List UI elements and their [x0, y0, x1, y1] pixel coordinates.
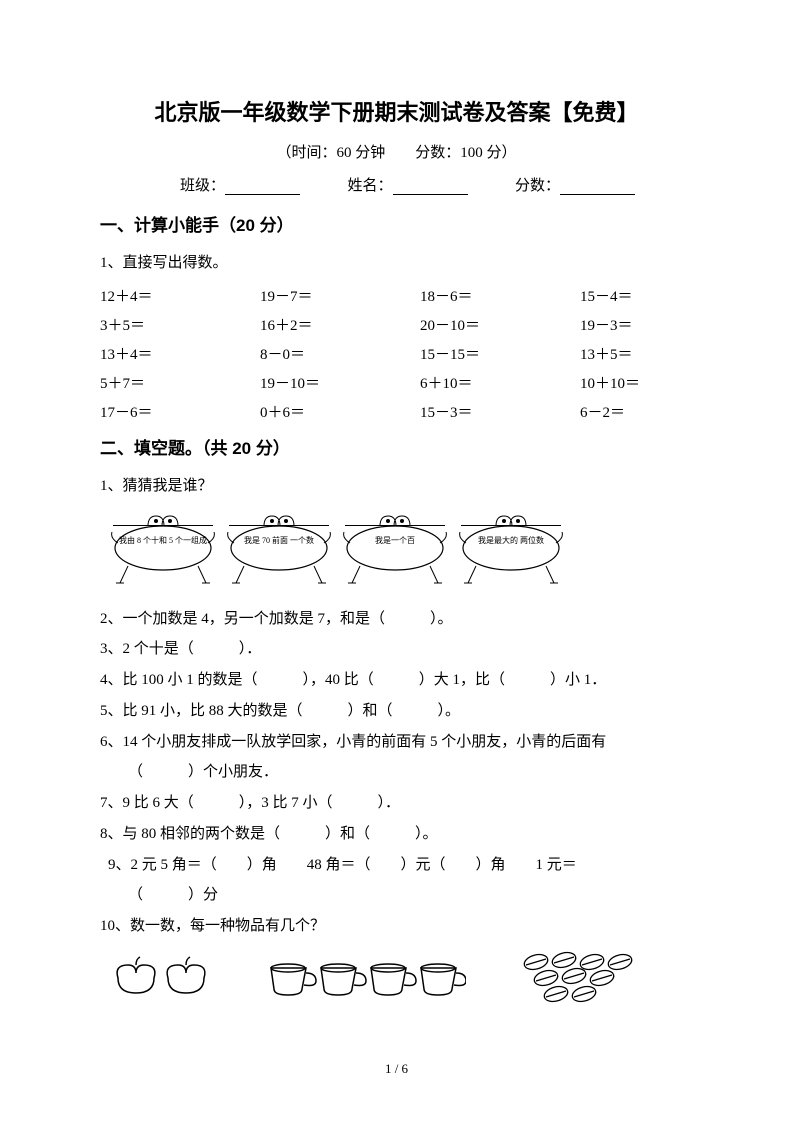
section2-heading: 二、填空题。（共 20 分） — [100, 434, 693, 459]
calc-cell: 3＋5＝ — [100, 314, 260, 335]
riddle-character: 我是最大的 两位数 — [456, 508, 566, 594]
calc-cell: 6＋10＝ — [420, 372, 580, 393]
calc-cell: 20－10＝ — [420, 314, 580, 335]
calc-cell: 15－15＝ — [420, 343, 580, 364]
riddle-row: 我由 8 个十和 5 个一组成 我是 70 前面 一个数 我是一个百 — [108, 508, 693, 594]
q1-label: 1、直接写出得数。 — [100, 248, 693, 279]
section1-heading: 一、计算小能手（20 分） — [100, 211, 693, 236]
riddle-text: 我是一个百 — [350, 536, 440, 546]
s2-q9b: （ ）分 — [100, 880, 693, 911]
count-images-row — [106, 950, 693, 1005]
s2-q4: 4、比 100 小 1 的数是（ ），40 比（ ）大 1，比（ ）小 1． — [100, 665, 693, 696]
riddle-text: 我是最大的 两位数 — [466, 536, 556, 546]
calc-cell: 13＋4＝ — [100, 343, 260, 364]
calc-cell: 19－7＝ — [260, 285, 420, 306]
calc-cell: 13＋5＝ — [580, 343, 690, 364]
riddle-text: 我是 70 前面 一个数 — [234, 536, 324, 546]
cups-icon — [266, 953, 466, 1001]
riddle-text: 我由 8 个十和 5 个一组成 — [118, 536, 208, 546]
calc-cell: 6－2＝ — [580, 401, 690, 422]
class-blank[interactable] — [225, 177, 300, 195]
riddle-character: 我是一个百 — [340, 508, 450, 594]
s2-q2: 2、一个加数是 4，另一个加数是 7，和是（ ）。 — [100, 604, 693, 635]
calc-grid: 12＋4＝ 19－7＝ 18－6＝ 15－4＝ 3＋5＝ 16＋2＝ 20－10… — [100, 285, 693, 422]
s2-q6a: 6、14 个小朋友排成一队放学回家，小青的前面有 5 个小朋友，小青的后面有 — [100, 727, 693, 758]
beans-icon — [516, 950, 636, 1005]
character-icon — [224, 508, 334, 594]
s2-q1: 1、猜猜我是谁？ — [100, 471, 693, 502]
s2-q5: 5、比 91 小，比 88 大的数是（ ）和（ ）。 — [100, 696, 693, 727]
calc-cell: 15－3＝ — [420, 401, 580, 422]
calc-cell: 16＋2＝ — [260, 314, 420, 335]
apples-icon — [106, 953, 216, 1001]
riddle-character: 我由 8 个十和 5 个一组成 — [108, 508, 218, 594]
score-label: 分数： — [515, 178, 560, 194]
calc-cell: 12＋4＝ — [100, 285, 260, 306]
calc-cell: 19－10＝ — [260, 372, 420, 393]
page-footer: 1 / 6 — [0, 1061, 793, 1077]
s2-q6b: （ ）个小朋友． — [100, 757, 693, 788]
name-label: 姓名： — [348, 178, 393, 194]
calc-cell: 18－6＝ — [420, 285, 580, 306]
exam-meta: （时间：60 分钟 分数：100 分） — [100, 141, 693, 162]
calc-cell: 19－3＝ — [580, 314, 690, 335]
s2-q8: 8、与 80 相邻的两个数是（ ）和（ ）。 — [100, 819, 693, 850]
s2-q7: 7、9 比 6 大（ ），3 比 7 小（ ）． — [100, 788, 693, 819]
calc-cell: 10＋10＝ — [580, 372, 690, 393]
class-label: 班级： — [180, 178, 225, 194]
page-title: 北京版一年级数学下册期末测试卷及答案【免费】 — [100, 95, 693, 127]
score-blank[interactable] — [560, 177, 635, 195]
s2-q9a: 9、2 元 5 角＝（ ）角 48 角＝（ ）元（ ）角 1 元＝ — [100, 850, 693, 881]
calc-cell: 0＋6＝ — [260, 401, 420, 422]
character-icon — [456, 508, 566, 594]
riddle-character: 我是 70 前面 一个数 — [224, 508, 334, 594]
calc-cell: 8－0＝ — [260, 343, 420, 364]
calc-cell: 15－4＝ — [580, 285, 690, 306]
student-info-line: 班级： 姓名： 分数： — [100, 174, 693, 195]
character-icon — [340, 508, 450, 594]
name-blank[interactable] — [393, 177, 468, 195]
calc-cell: 17－6＝ — [100, 401, 260, 422]
character-icon — [108, 508, 218, 594]
s2-q3: 3、2 个十是（ ）． — [100, 634, 693, 665]
s2-q10: 10、数一数，每一种物品有几个？ — [100, 911, 693, 942]
calc-cell: 5＋7＝ — [100, 372, 260, 393]
